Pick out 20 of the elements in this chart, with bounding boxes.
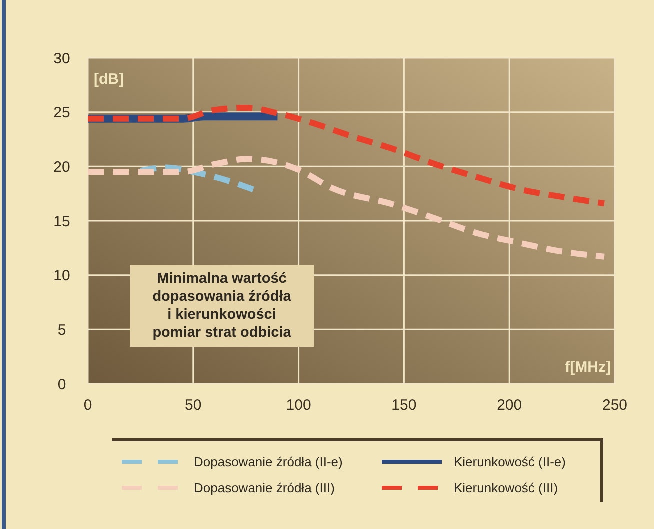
y-tick-label: 5 <box>58 322 66 339</box>
y-tick-label: 0 <box>58 376 66 394</box>
x-tick-label: 200 <box>497 397 522 414</box>
y-tick-label: 25 <box>54 104 70 122</box>
legend-label: Dopasowanie źródła (II-e) <box>194 454 343 470</box>
legend-label: Kierunkowość (III) <box>454 480 558 496</box>
x-tick-label: 150 <box>392 397 417 414</box>
x-tick-label: 250 <box>602 397 628 414</box>
x-tick-label: 0 <box>84 397 92 414</box>
y-tick-label: 30 <box>54 50 70 68</box>
x-tick-label: 50 <box>185 397 202 414</box>
legend-label: Dopasowanie źródła (III) <box>194 480 335 496</box>
y-tick-label: 10 <box>54 268 70 285</box>
y-axis-title: [dB] <box>94 71 124 88</box>
legend-label: Kierunkowość (II-e) <box>454 454 566 470</box>
y-tick-label: 15 <box>54 213 70 230</box>
y-tick-label: 20 <box>54 158 70 176</box>
x-axis-title: f[MHz] <box>565 359 611 376</box>
x-tick-label: 100 <box>286 397 312 414</box>
annotation: Minimalna wartość dopasowania źródła i kierunkowości pomiar strat odbicia <box>152 271 292 341</box>
